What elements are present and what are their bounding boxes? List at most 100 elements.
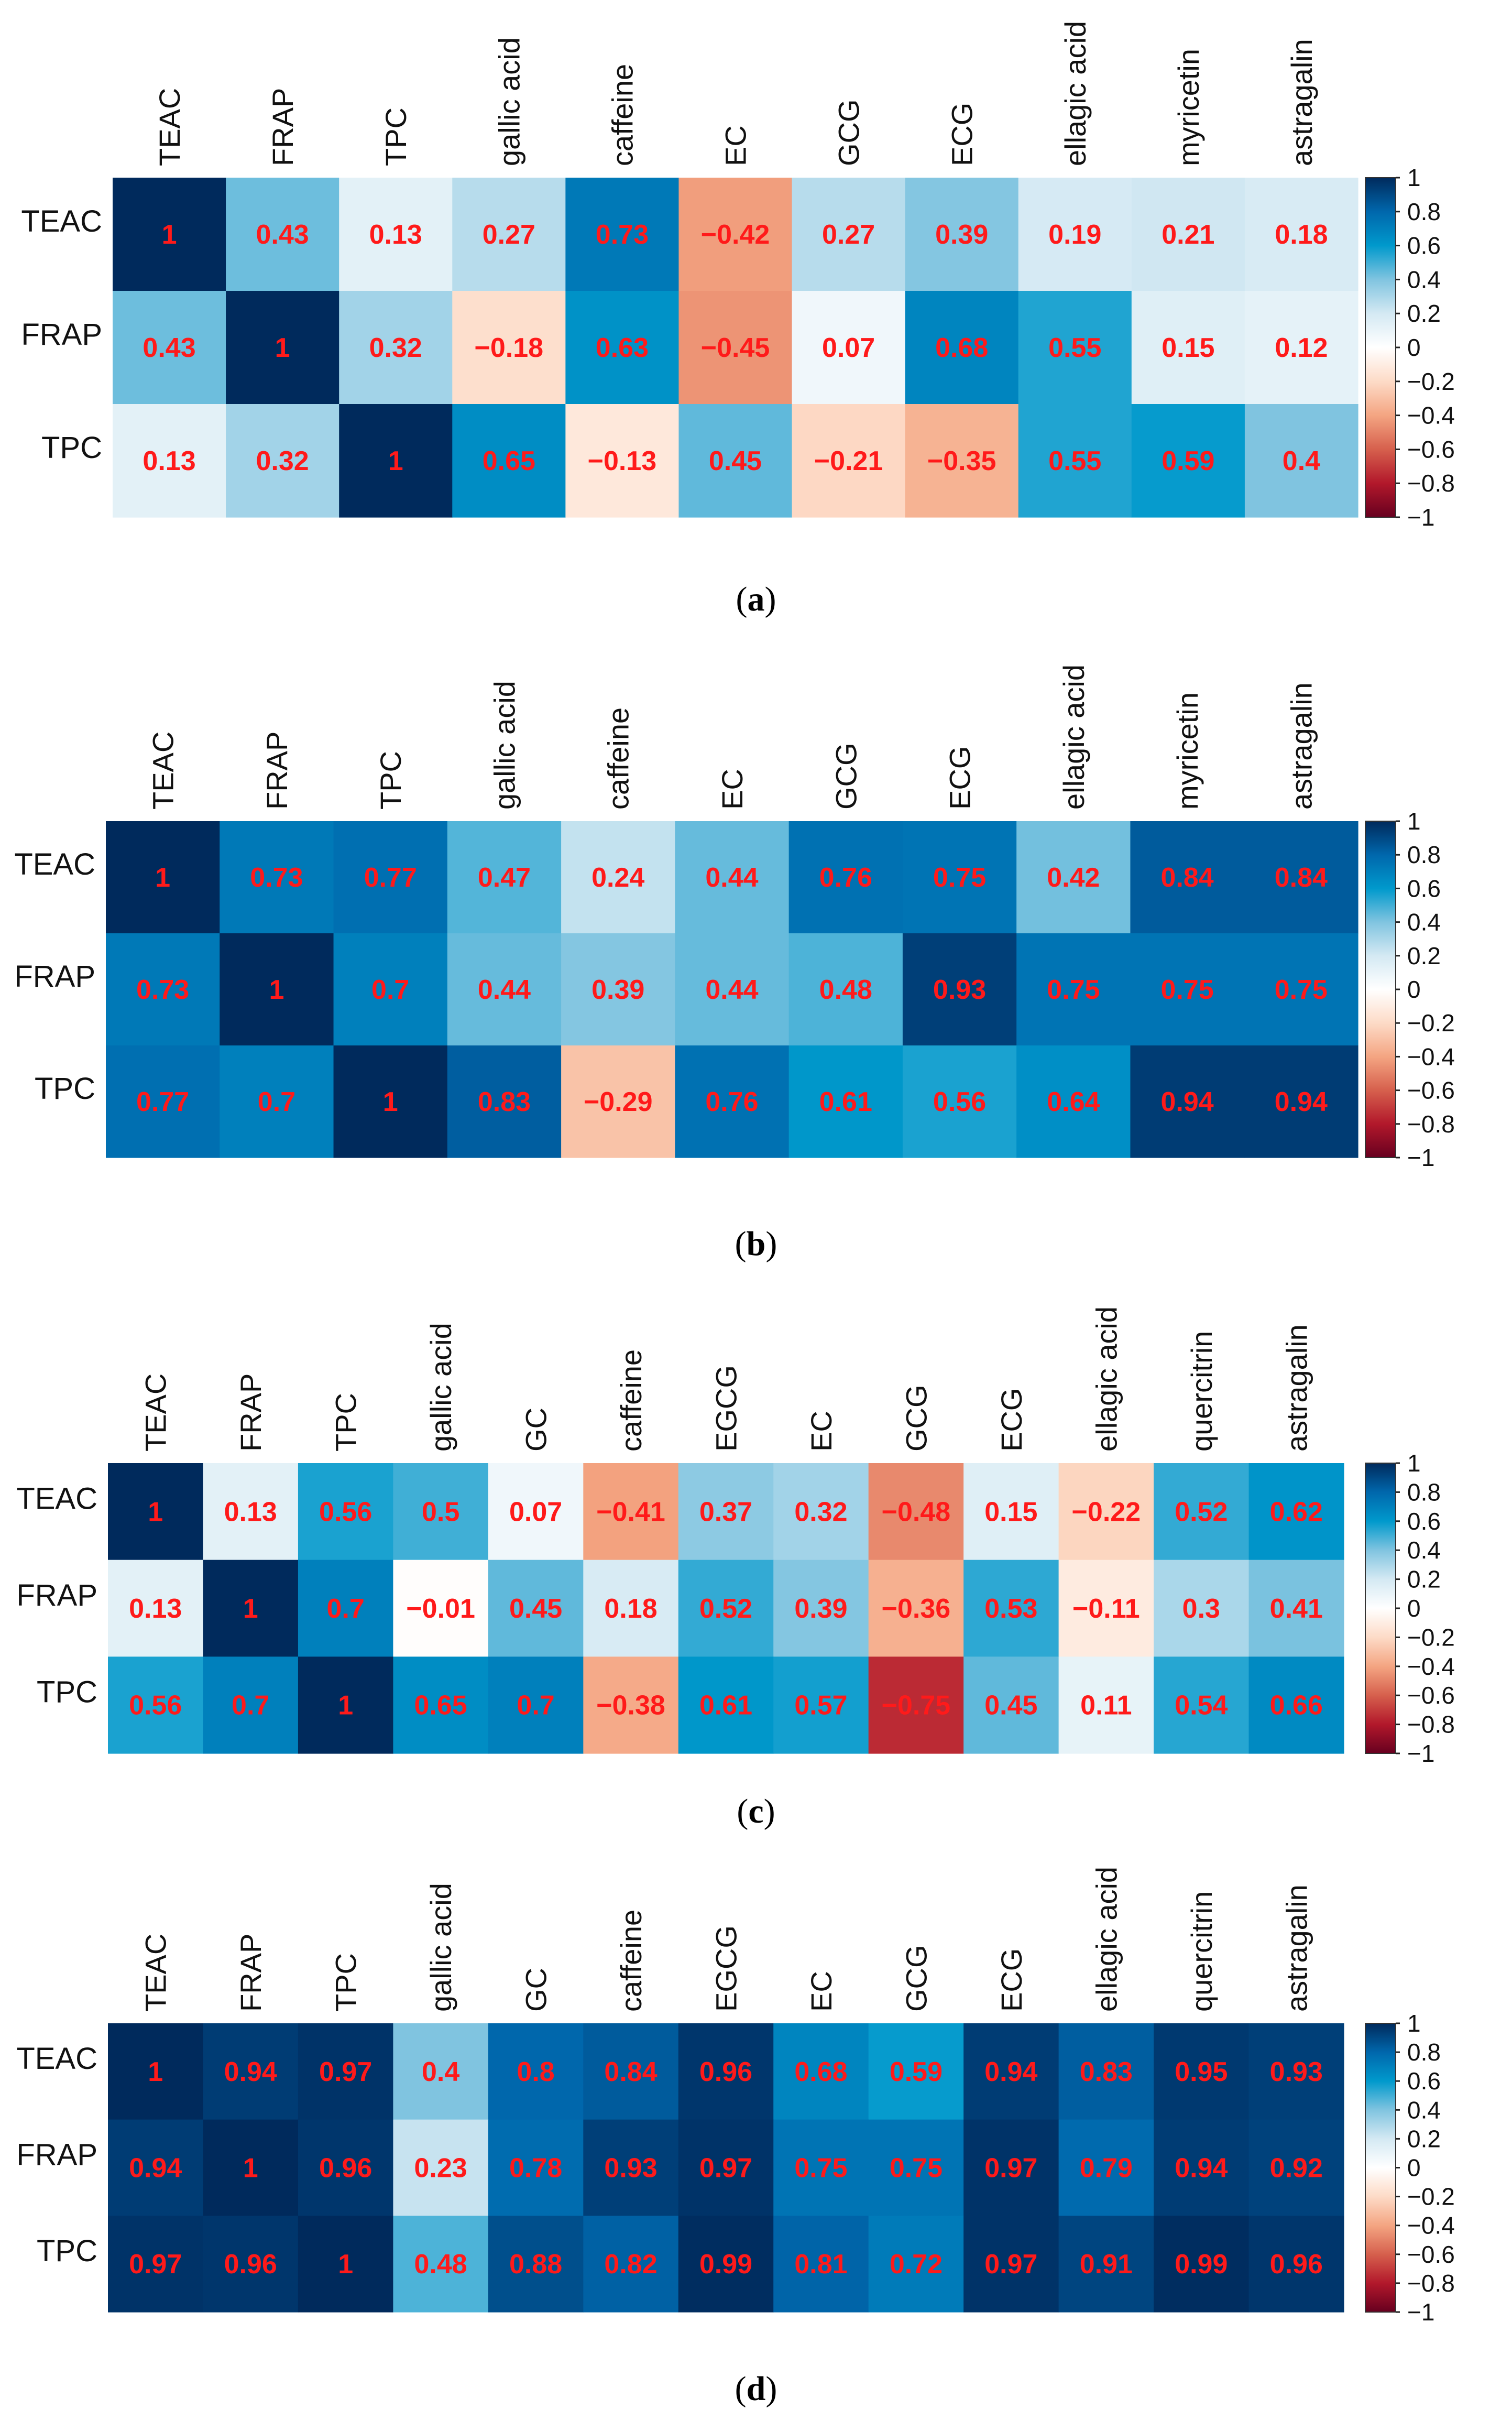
cell-value-label: −0.18 (475, 333, 544, 363)
colorbar-tick-label: 0.2 (1407, 2125, 1441, 2152)
heatmap-cell (108, 1656, 204, 1754)
heatmap-cell (203, 1463, 299, 1561)
heatmap-cell (339, 178, 453, 291)
cell-value-label: 0.24 (591, 863, 644, 893)
heatmap-cell (902, 821, 1017, 934)
heatmap-cell (1016, 821, 1131, 934)
heatmap-cell (1248, 2119, 1344, 2216)
cell-value-label: 0.84 (1160, 863, 1213, 893)
cell-value-label: 0.12 (1275, 333, 1328, 363)
heatmap-cell (108, 1463, 204, 1561)
heatmap-cell (1130, 933, 1245, 1046)
heatmap-cell (773, 1560, 869, 1657)
colorbar (1365, 1463, 1396, 1754)
cell-value-label: 0.75 (1047, 975, 1100, 1005)
caption-letter: b (747, 1225, 766, 1263)
caption-letter: c (748, 1792, 763, 1830)
cell-value-label: 0.73 (250, 863, 303, 893)
cell-value-label: 0.55 (1048, 333, 1101, 363)
cell-value-label: 0.94 (224, 2057, 277, 2087)
column-label: astragalin (1285, 682, 1318, 810)
heatmap-cell (203, 1656, 299, 1754)
heatmap-cell (675, 1045, 790, 1158)
cell-value-label: 0.96 (319, 2153, 372, 2184)
cell-value-label: 1 (162, 220, 177, 250)
heatmap-cell (583, 2119, 679, 2216)
caption-paren: ) (765, 1225, 777, 1263)
cell-value-label: 0.94 (1275, 1087, 1328, 1117)
heatmap-cell (788, 1045, 903, 1158)
cell-value-label: 1 (243, 1594, 258, 1624)
cell-value-label: 0.55 (1048, 446, 1101, 476)
heatmap-cell (226, 291, 339, 405)
heatmap-cell (963, 1656, 1059, 1754)
column-label: ECG (995, 1388, 1028, 1452)
cell-value-label: 0.13 (224, 1497, 277, 1527)
heatmap-cell (339, 404, 453, 518)
heatmap-panel-c: 1 0.13 0.56 0.5 0.07 −0.41 0.37 0.32 −0.48 0.15 −0… (16, 1306, 1455, 1830)
cell-value-label: 0.32 (369, 333, 422, 363)
caption-letter: d (747, 2370, 766, 2408)
heatmap-cell (678, 1656, 774, 1754)
heatmap-cell (393, 1463, 489, 1561)
column-label: gallic acid (488, 681, 521, 810)
cell-value-label: 0.97 (319, 2057, 372, 2087)
heatmap-cell (1244, 1045, 1358, 1158)
colorbar-tick-label: −0.4 (1407, 402, 1455, 429)
heatmap-cell (1131, 178, 1245, 291)
column-label: GCG (832, 99, 865, 166)
cell-value-label: 0.95 (1175, 2057, 1228, 2087)
cell-value-label: 0.07 (509, 1497, 562, 1527)
heatmap-cell (226, 178, 339, 291)
heatmap-cell (488, 1656, 584, 1754)
heatmap-cell (108, 2216, 204, 2313)
cell-value-label: 0.5 (422, 1497, 459, 1527)
cell-value-label: 0.54 (1175, 1691, 1228, 1721)
cell-value-label: 0.68 (935, 333, 988, 363)
row-label: FRAP (21, 318, 102, 352)
heatmap-cell (1154, 1560, 1250, 1657)
cell-value-label: 0.64 (1047, 1087, 1100, 1117)
cell-value-label: 0.97 (984, 2153, 1037, 2184)
cell-value-label: 0.39 (935, 220, 988, 250)
heatmap-cell (1130, 1045, 1245, 1158)
cell-value-label: 0.77 (136, 1087, 189, 1117)
colorbar-tick-label: −0.6 (1407, 1682, 1455, 1709)
cell-value-label: 0.83 (1080, 2057, 1133, 2087)
column-label: TPC (374, 751, 407, 810)
cell-value-label: 0.57 (794, 1691, 847, 1721)
cell-value-label: 0.21 (1162, 220, 1214, 250)
cell-value-label: 0.44 (478, 975, 531, 1005)
cell-value-label: 1 (338, 1691, 353, 1721)
cell-value-label: 0.97 (129, 2249, 182, 2280)
heatmap-cell (1130, 821, 1245, 934)
colorbar-tick-label: 0.4 (1407, 2096, 1441, 2123)
colorbar-tick-label: −1 (1407, 504, 1434, 531)
heatmap-cell (868, 2216, 964, 2313)
heatmap-cell (108, 2119, 204, 2216)
cell-value-label: −0.42 (701, 220, 770, 250)
colorbar-tick-label: −0.8 (1407, 1711, 1455, 1738)
cell-value-label: 0.43 (256, 220, 309, 250)
colorbar-tick-label: −0.6 (1407, 435, 1455, 463)
column-label: gallic acid (424, 1883, 457, 2012)
row-label: TPC (37, 1675, 97, 1709)
column-label: astragalin (1280, 1324, 1313, 1452)
cell-value-label: 0.63 (596, 333, 649, 363)
column-label: myricetin (1172, 49, 1205, 166)
colorbar-tick-label: 0 (1407, 1595, 1421, 1622)
heatmap-cell (583, 2216, 679, 2313)
cell-value-label: 0.7 (258, 1087, 295, 1117)
cell-value-label: −0.22 (1072, 1497, 1141, 1527)
cell-value-label: 0.23 (414, 2153, 467, 2184)
colorbar-tick-label: −0.8 (1407, 1110, 1455, 1138)
column-label: caffeine (602, 707, 635, 810)
cell-value-label: 0.93 (604, 2153, 657, 2184)
colorbar-tick-label: 1 (1407, 808, 1421, 835)
cell-value-label: 1 (148, 1497, 163, 1527)
heatmap-cell (203, 1560, 299, 1657)
column-label: ellagic acid (1057, 664, 1090, 810)
heatmap-cell (1248, 2216, 1344, 2313)
cell-value-label: 0.61 (699, 1691, 752, 1721)
column-label: ECG (946, 103, 979, 166)
